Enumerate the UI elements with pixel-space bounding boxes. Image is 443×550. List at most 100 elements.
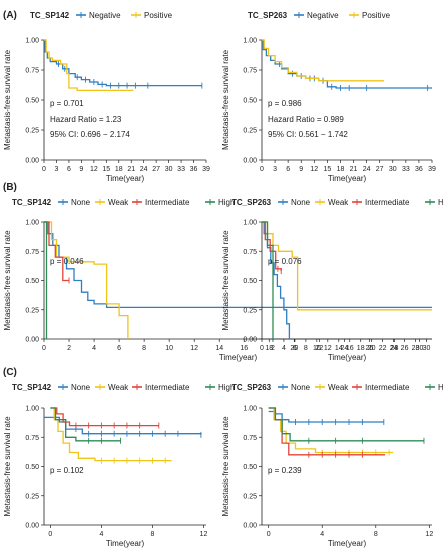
x-tick-label: 4 — [92, 345, 96, 352]
stats-text: Hazard Ratio = 1.23 — [50, 115, 122, 124]
x-tick-label: 4 — [282, 345, 286, 352]
km-curve — [262, 221, 274, 339]
x-tick-label: 21 — [350, 166, 358, 173]
y-tick-label: 0.00 — [243, 337, 257, 344]
x-tick-label: 2 — [271, 345, 275, 352]
km-curve — [44, 221, 69, 282]
x-axis-label: Time(year) — [328, 353, 367, 362]
x-tick-label: 20 — [368, 345, 376, 352]
legend-title: TC_SP263 — [232, 198, 272, 207]
x-tick-label: 30 — [389, 166, 397, 173]
legend-entry: Negative — [89, 11, 121, 20]
y-tick-label: 0.25 — [25, 307, 39, 314]
x-tick-label: 0 — [42, 166, 46, 173]
x-tick-label: 20 — [290, 345, 298, 352]
x-tick-label: 8 — [304, 345, 308, 352]
legend-entry: Intermediate — [365, 198, 410, 207]
y-tick-label: 0.00 — [25, 337, 39, 344]
legend-entry: None — [71, 198, 91, 207]
y-tick-label: 0.75 — [25, 435, 39, 442]
x-tick-label: 36 — [190, 166, 198, 173]
y-tick-label: 0.50 — [25, 464, 39, 471]
x-tick-label: 18 — [115, 166, 123, 173]
y-tick-label: 0.75 — [243, 68, 257, 75]
y-axis-label: Metastasis-free survival rate — [3, 49, 12, 150]
stats-text: p = 0.701 — [50, 99, 84, 108]
y-tick-label: 1.00 — [243, 406, 257, 413]
x-tick-label: 12 — [90, 166, 98, 173]
x-tick-label: 14 — [335, 345, 343, 352]
x-tick-label: 28 — [391, 345, 399, 352]
x-tick-label: 9 — [299, 166, 303, 173]
y-tick-label: 0.00 — [243, 158, 257, 165]
x-tick-label: 27 — [376, 166, 384, 173]
x-tick-label: 24 — [390, 345, 398, 352]
x-tick-label: 30 — [416, 345, 424, 352]
km-curve — [262, 39, 385, 82]
y-tick-label: 0.75 — [243, 249, 257, 256]
x-tick-label: 18 — [357, 345, 365, 352]
x-tick-label: 16 — [240, 345, 248, 352]
x-tick-label: 36 — [415, 166, 423, 173]
x-tick-label: 0 — [42, 345, 46, 352]
x-tick-label: 12 — [324, 345, 332, 352]
x-tick-label: 10 — [165, 345, 173, 352]
stats-text: p = 0.102 — [50, 466, 84, 475]
km-chart-5: TC_SP263 None Weak Intermediate High 0.00 0.25… — [221, 383, 443, 548]
legend-entry: None — [291, 383, 311, 392]
stats-text: p = 0.986 — [268, 99, 302, 108]
legend-entry: High — [218, 383, 234, 392]
x-tick-label: 14 — [215, 345, 223, 352]
x-tick-label: 18 — [265, 345, 273, 352]
km-curve — [44, 39, 202, 87]
km-curve — [50, 407, 121, 442]
x-tick-label: 6 — [293, 345, 297, 352]
y-tick-label: 0.25 — [25, 493, 39, 500]
y-tick-label: 0.25 — [243, 307, 257, 314]
y-tick-label: 0.25 — [243, 493, 257, 500]
x-tick-label: 4 — [99, 531, 103, 538]
y-tick-label: 1.00 — [243, 38, 257, 45]
stats-text: 95% CI: 0.561 − 1.742 — [268, 130, 348, 139]
km-curve — [262, 221, 282, 272]
x-tick-label: 33 — [177, 166, 185, 173]
y-axis-label: Metastasis-free survival rate — [3, 230, 12, 331]
y-axis-label: Metastasis-free survival rate — [221, 416, 230, 517]
legend-title: TC_SP263 — [248, 11, 288, 20]
x-tick-label: 15 — [323, 166, 331, 173]
km-curve — [44, 221, 129, 339]
legend-entry: None — [71, 383, 91, 392]
y-tick-label: 1.00 — [25, 406, 39, 413]
x-tick-label: 33 — [402, 166, 410, 173]
x-tick-label: 24 — [363, 166, 371, 173]
legend-entry: Intermediate — [145, 383, 190, 392]
x-tick-label: 12 — [200, 531, 208, 538]
x-tick-label: 12 — [425, 531, 433, 538]
x-tick-label: 9 — [79, 166, 83, 173]
y-tick-label: 0.75 — [25, 68, 39, 75]
legend-entry: Negative — [307, 11, 339, 20]
x-tick-label: 3 — [55, 166, 59, 173]
x-tick-label: 0 — [260, 166, 264, 173]
legend-entry: Weak — [328, 383, 349, 392]
x-tick-label: 12 — [190, 345, 198, 352]
x-tick-label: 8 — [150, 531, 154, 538]
x-tick-label: 8 — [374, 531, 378, 538]
y-tick-label: 0.25 — [25, 128, 39, 135]
x-tick-label: 4 — [320, 531, 324, 538]
x-tick-label: 21 — [127, 166, 135, 173]
km-curve — [44, 221, 48, 339]
x-tick-label: 6 — [67, 166, 71, 173]
stats-text: p = 0.239 — [268, 466, 302, 475]
x-tick-label: 39 — [202, 166, 210, 173]
x-tick-label: 0 — [267, 531, 271, 538]
legend-entry: Weak — [108, 198, 129, 207]
x-tick-label: 26 — [366, 345, 374, 352]
km-curve — [268, 410, 384, 423]
legend-title: TC_SP142 — [30, 11, 70, 20]
x-tick-label: 26 — [401, 345, 409, 352]
legend-title: TC_SP263 — [232, 383, 272, 392]
y-tick-label: 0.00 — [25, 158, 39, 165]
km-curve — [50, 407, 172, 462]
